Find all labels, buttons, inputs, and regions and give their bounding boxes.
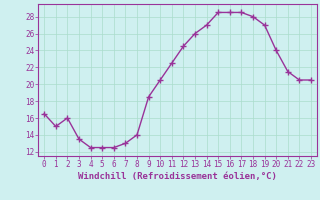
X-axis label: Windchill (Refroidissement éolien,°C): Windchill (Refroidissement éolien,°C) [78,172,277,181]
